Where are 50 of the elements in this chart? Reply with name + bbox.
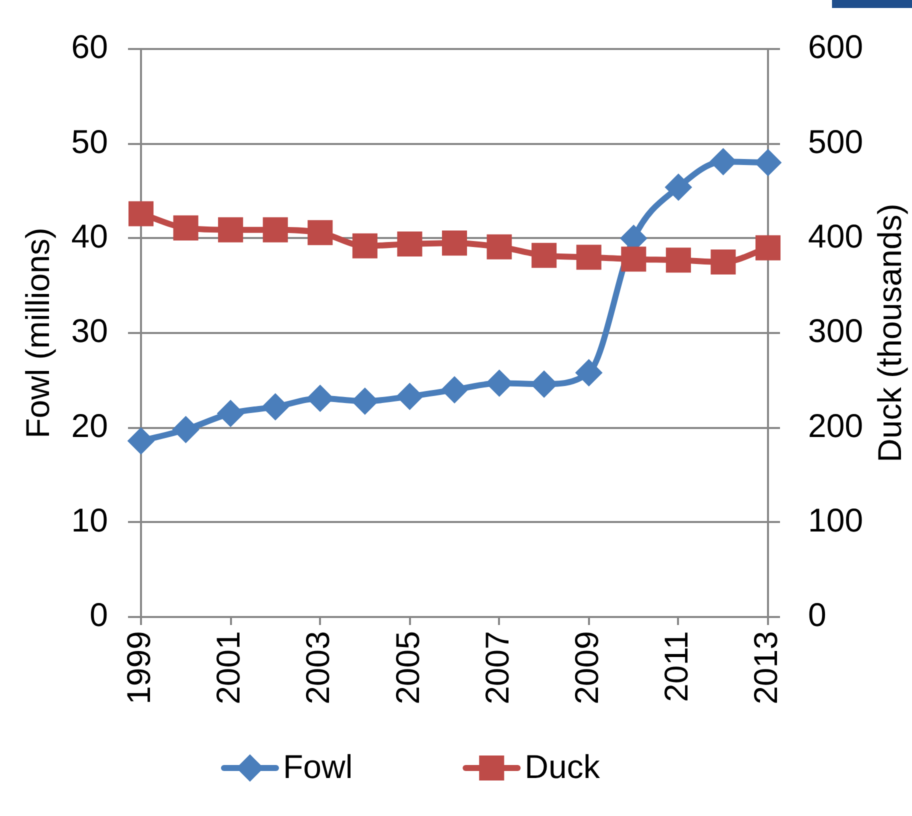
- y2-tick-label: 0: [808, 596, 826, 634]
- x-tick-label: 2011: [658, 631, 695, 702]
- point: [173, 215, 198, 240]
- legend-label: Duck: [524, 748, 600, 786]
- point: [755, 235, 781, 260]
- point: [128, 201, 154, 226]
- x-tick-label: 2001: [210, 631, 247, 704]
- point: [217, 400, 244, 427]
- y-tick-label: 30: [71, 312, 108, 350]
- point: [486, 234, 512, 260]
- y2-tick-label: 200: [808, 406, 864, 444]
- y-tick-label: 10: [71, 501, 108, 538]
- y-axis-title: Fowl (millions): [19, 228, 56, 438]
- point: [664, 174, 692, 201]
- x-tick-label: 2007: [478, 631, 516, 704]
- point: [575, 359, 602, 386]
- y-tick-label: 60: [71, 28, 108, 66]
- point: [396, 382, 424, 410]
- point: [352, 233, 378, 258]
- x-tick-label: 2013: [747, 631, 784, 704]
- point: [441, 376, 468, 404]
- point: [262, 393, 289, 420]
- point: [262, 217, 288, 242]
- legend-label: Fowl: [282, 748, 353, 786]
- point: [576, 244, 602, 270]
- point: [621, 246, 646, 272]
- point: [172, 416, 200, 444]
- x-tick-label: 2009: [568, 631, 605, 704]
- y-tick-label: 50: [71, 122, 108, 160]
- y2-tick-label: 600: [808, 28, 864, 66]
- point: [666, 248, 691, 273]
- point: [710, 249, 736, 275]
- point: [218, 217, 244, 242]
- point: [397, 231, 422, 257]
- point: [442, 230, 468, 256]
- y-tick-label: 40: [71, 217, 108, 254]
- point: [532, 242, 557, 268]
- x-tick-label: 1999: [120, 631, 158, 704]
- point: [128, 427, 154, 454]
- x-tick-label: 2003: [299, 631, 336, 704]
- y2-tick-label: 300: [808, 312, 864, 350]
- y2-tick-label: 100: [808, 501, 864, 538]
- y-tick-label: 0: [90, 596, 108, 634]
- point: [754, 149, 782, 176]
- y2-tick-label: 400: [808, 217, 864, 254]
- x-tick-label: 2005: [388, 631, 426, 704]
- y-tick-label: 20: [71, 406, 108, 444]
- y2-axis-title: Duck (thousands): [871, 204, 908, 462]
- point: [308, 220, 333, 246]
- y2-tick-label: 500: [808, 122, 864, 160]
